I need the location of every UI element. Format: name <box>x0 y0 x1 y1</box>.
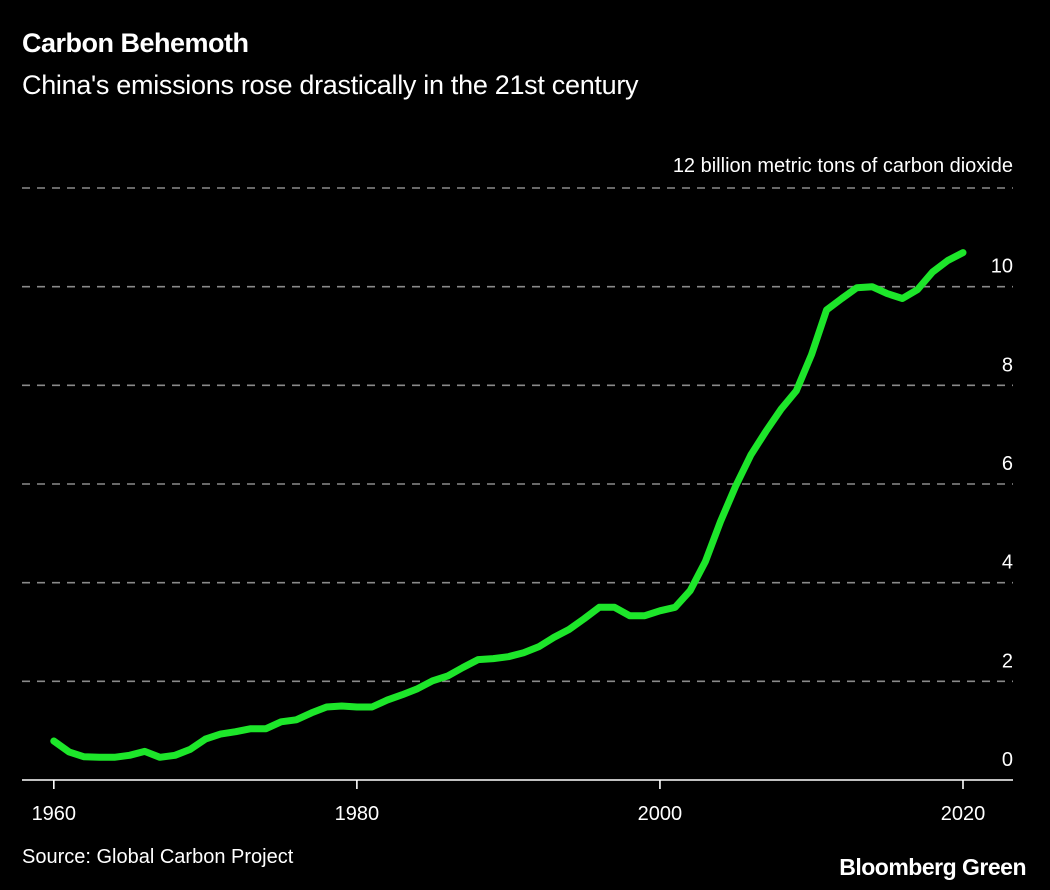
x-tick-label: 1980 <box>335 803 380 825</box>
gridlines <box>22 187 1013 683</box>
source-note: Source: Global Carbon Project <box>22 846 294 868</box>
y-tick-label: 0 <box>1002 749 1013 771</box>
x-tick-label: 1960 <box>32 803 77 825</box>
y-tick-label: 8 <box>1002 354 1013 376</box>
x-tick-label: 2000 <box>638 803 683 825</box>
x-tick-label: 2020 <box>941 803 986 825</box>
brand-logo: Bloomberg Green <box>839 854 1026 880</box>
y-unit-label: 12 billion metric tons of carbon dioxide <box>673 155 1013 177</box>
series <box>50 249 967 761</box>
y-tick-label: 2 <box>1002 650 1013 672</box>
x-axis: 1960 1980 2000 2020 <box>22 779 1013 825</box>
y-tick-label: 4 <box>1002 552 1013 574</box>
y-tick-label: 10 <box>991 256 1013 278</box>
y-axis-labels: 0 2 4 6 8 10 <box>991 256 1013 771</box>
chart-subtitle: China's emissions rose drastically in th… <box>22 70 639 100</box>
chart-title: Carbon Behemoth <box>22 28 249 58</box>
series-line <box>50 249 967 761</box>
y-tick-label: 6 <box>1002 453 1013 475</box>
